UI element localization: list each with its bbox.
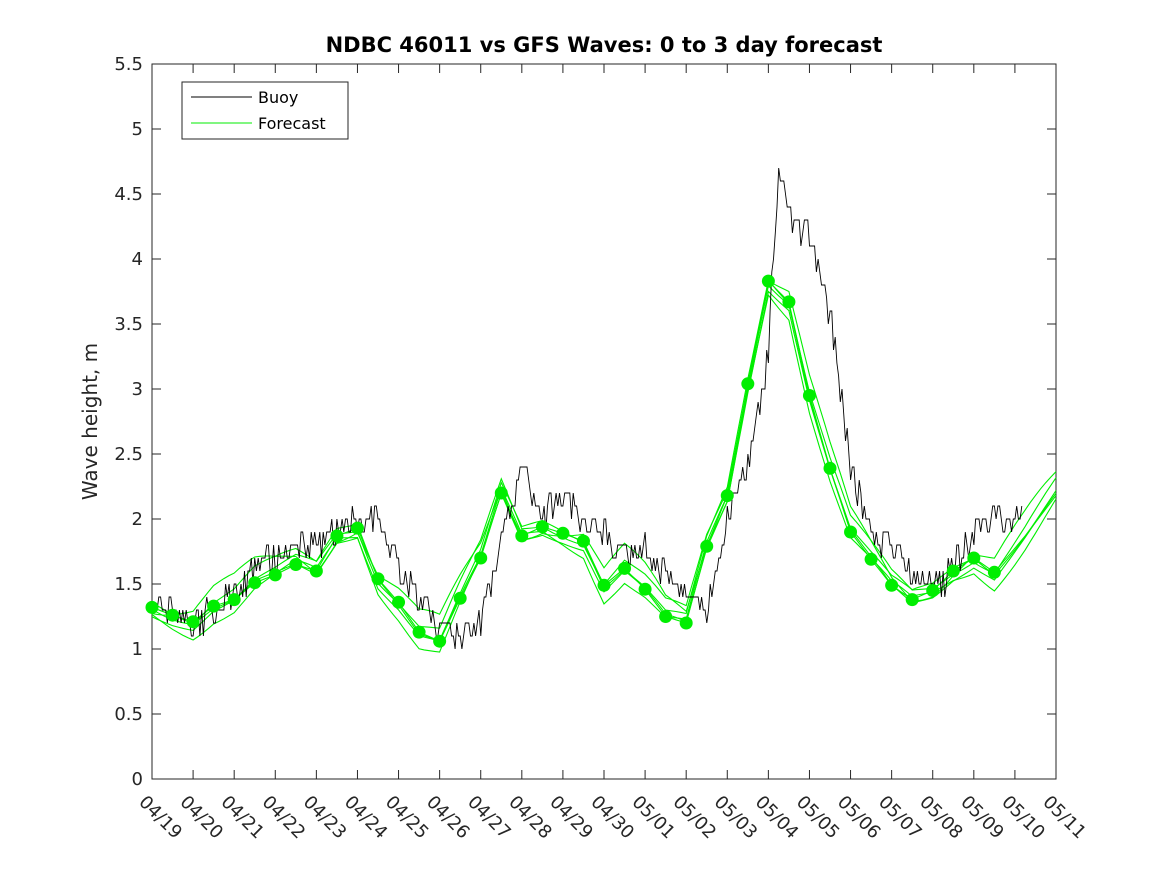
forecast-marker [268, 568, 282, 582]
forecast-marker [946, 564, 960, 578]
x-tick-label: 04/25 [381, 792, 433, 844]
plot-area [151, 63, 1057, 780]
x-tick-label: 05/05 [792, 792, 844, 844]
buoy-line [152, 167, 1023, 650]
x-tick-label: 04/29 [545, 792, 597, 844]
y-tick-label: 5 [132, 119, 143, 140]
forecast-marker [248, 576, 262, 590]
y-tick-label: 5.5 [114, 54, 143, 75]
forecast-line [151, 280, 1057, 616]
forecast-marker [638, 582, 652, 596]
forecast-marker [905, 593, 919, 607]
series-layer [145, 167, 1057, 653]
forecast-marker [720, 489, 734, 503]
chart-title: NDBC 46011 vs GFS Waves: 0 to 3 day fore… [326, 33, 883, 57]
x-tick-label: 04/19 [134, 792, 186, 844]
forecast-marker [309, 564, 323, 578]
forecast-marker [802, 389, 816, 402]
forecast-marker [823, 461, 837, 475]
x-axis: 04/1904/2004/2104/2204/2304/2404/2504/26… [134, 64, 1090, 843]
forecast-marker [494, 486, 508, 500]
forecast-marker [207, 599, 221, 613]
x-tick-label: 05/03 [710, 792, 762, 844]
x-tick-label: 05/08 [915, 792, 967, 844]
legend-buoy-label: Buoy [258, 88, 298, 107]
y-tick-label: 1 [132, 639, 143, 660]
x-tick-label: 04/28 [504, 792, 556, 844]
x-tick-label: 05/11 [1038, 792, 1090, 844]
x-tick-label: 05/02 [669, 792, 721, 844]
forecast-marker [453, 591, 467, 605]
x-tick-label: 04/23 [299, 792, 351, 844]
forecast-marker [885, 578, 899, 592]
forecast-marker [741, 377, 755, 391]
x-tick-label: 04/22 [258, 792, 310, 844]
forecast-marker [597, 578, 611, 592]
x-tick-label: 05/06 [833, 792, 885, 844]
forecast-marker [433, 634, 447, 648]
forecast-marker [227, 593, 241, 607]
forecast-marker [700, 539, 714, 553]
forecast-marker [289, 558, 303, 571]
forecast-marker [474, 551, 488, 565]
forecast-line [151, 293, 1057, 653]
forecast-marker [844, 525, 858, 539]
y-axis-label: Wave height, m [78, 343, 102, 500]
forecast-marker [864, 552, 878, 566]
forecast-marker [679, 616, 693, 630]
forecast-marker [535, 520, 549, 534]
forecast-marker [515, 529, 529, 543]
forecast-marker [761, 274, 775, 288]
legend-box [181, 81, 349, 140]
x-tick-label: 05/01 [628, 792, 680, 844]
forecast-marker [782, 295, 796, 309]
forecast-marker [166, 608, 180, 622]
forecast-marker [967, 551, 981, 565]
y-axis: 0 0.5 1 1.5 2 2.5 3 3.5 4 4.5 5 5.5 [114, 54, 1056, 790]
x-tick-label: 05/09 [956, 792, 1008, 844]
forecast-marker [926, 584, 940, 597]
forecast-marker [412, 625, 426, 639]
x-tick-label: 04/26 [422, 792, 474, 844]
forecast-marker [371, 572, 385, 586]
forecast-marker [186, 615, 200, 629]
x-tick-label: 04/30 [586, 792, 638, 844]
y-tick-label: 3 [132, 379, 143, 400]
forecast-marker [330, 529, 344, 543]
forecast-marker [145, 600, 159, 614]
legend: Buoy Forecast [181, 81, 349, 140]
y-tick-label: 4 [132, 249, 143, 270]
x-tick-label: 04/24 [340, 792, 392, 844]
x-tick-label: 05/10 [997, 792, 1049, 844]
x-tick-label: 05/07 [874, 792, 926, 844]
forecast-marker [576, 534, 590, 548]
x-tick-label: 05/04 [751, 792, 803, 844]
y-tick-label: 2.5 [114, 444, 143, 465]
y-tick-label: 4.5 [114, 184, 143, 205]
forecast-marker [556, 526, 570, 540]
y-tick-label: 2 [132, 509, 143, 530]
x-tick-label: 04/21 [217, 792, 269, 844]
y-tick-label: 3.5 [114, 314, 143, 335]
forecast-marker [987, 565, 1001, 579]
forecast-line [151, 284, 1057, 629]
plot-frame [151, 63, 1057, 780]
y-tick-label: 0 [132, 769, 143, 790]
forecast-marker [618, 561, 632, 575]
x-tick-label: 04/20 [176, 792, 228, 844]
forecast-marker [392, 595, 406, 609]
y-tick-label: 1.5 [114, 574, 143, 595]
y-tick-label: 0.5 [114, 704, 143, 725]
legend-forecast-label: Forecast [258, 114, 326, 133]
forecast-marker [350, 521, 364, 535]
x-tick-label: 04/27 [463, 792, 515, 844]
forecast-marker [659, 610, 673, 623]
